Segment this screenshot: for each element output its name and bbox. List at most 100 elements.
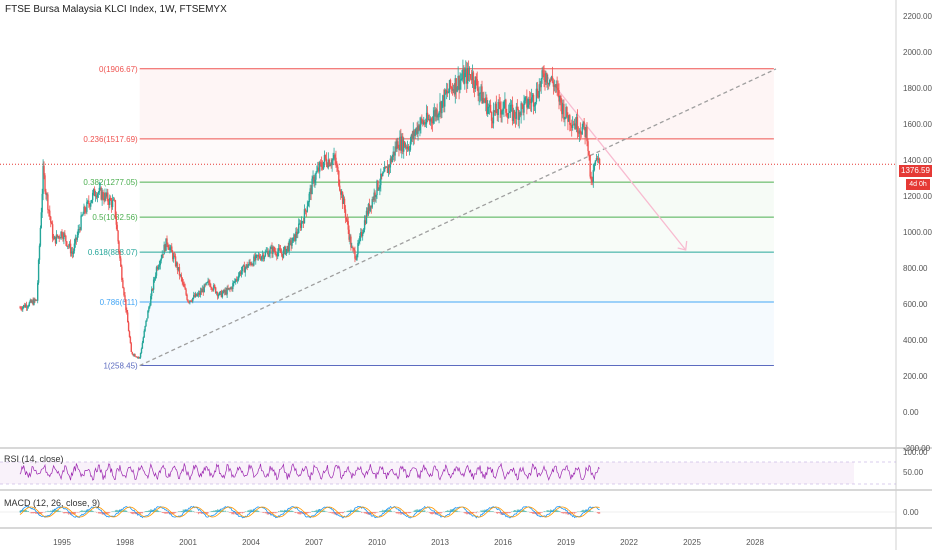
candle-body [163, 244, 165, 255]
macd-histogram-bar [366, 512, 369, 515]
macd-histogram-bar [440, 512, 442, 514]
candle-body [299, 223, 302, 228]
candle-body [587, 141, 589, 152]
candle-body [463, 69, 465, 84]
macd-histogram-bar [559, 511, 561, 512]
candle-body [272, 247, 274, 254]
macd-histogram-bar [198, 512, 201, 514]
candle-body [261, 254, 264, 257]
candle-body [276, 254, 278, 257]
macd-histogram-bar [484, 509, 486, 512]
candle-body [424, 123, 427, 125]
macd-histogram-bar [299, 512, 301, 515]
candle-body [198, 292, 201, 295]
candle-body [305, 210, 308, 212]
time-axis-label: 2010 [368, 538, 386, 547]
candle-body [234, 281, 236, 283]
chart-title: FTSE Bursa Malaysia KLCI Index, 1W, FTSE… [5, 4, 227, 15]
macd-histogram-bar [275, 512, 277, 514]
rsi-label[interactable]: RSI (14, close) [4, 454, 64, 464]
candle-body [34, 299, 36, 301]
candle-body [344, 209, 347, 218]
candle-body [427, 119, 430, 120]
candle-body [479, 93, 481, 94]
macd-histogram-bar [483, 510, 485, 512]
macd-histogram-bar [393, 511, 395, 512]
macd-label[interactable]: MACD (12, 26, close, 9) [4, 498, 101, 508]
candle-body [157, 266, 160, 270]
candle-body [107, 192, 109, 202]
candle-body [419, 125, 421, 131]
candle-body [576, 116, 579, 133]
macd-histogram-bar [167, 512, 169, 514]
macd-histogram-bar [290, 510, 292, 512]
macd-histogram-bar [398, 512, 400, 515]
candle-body [456, 87, 458, 92]
candle-body [287, 245, 289, 252]
candle-body [413, 130, 415, 137]
candle-body [328, 159, 330, 166]
candle-body [403, 141, 405, 152]
macd-histogram-bar [74, 512, 76, 514]
candle-body [584, 127, 586, 137]
macd-histogram-bar [531, 512, 533, 514]
macd-histogram-bar [282, 510, 285, 512]
macd-histogram-bar [333, 512, 335, 515]
macd-histogram-bar [538, 512, 540, 514]
macd-histogram-bar [24, 509, 26, 512]
candle-body [110, 200, 113, 208]
macd-histogram-bar [131, 512, 133, 514]
candle-body [549, 79, 552, 81]
candle-body [512, 110, 515, 121]
macd-axis-label: 0.00 [903, 508, 919, 517]
candle-body [551, 76, 554, 82]
time-axis-label: 2022 [620, 538, 638, 547]
price-axis-label: 1800.00 [903, 84, 932, 93]
macd-histogram-bar [70, 512, 73, 515]
macd-histogram-bar [130, 512, 132, 514]
candle-body [235, 279, 238, 281]
macd-histogram-bar [351, 510, 353, 512]
candle-body [525, 96, 527, 98]
candle-body [313, 176, 315, 184]
candle-body [121, 266, 123, 281]
candle-body [548, 82, 550, 85]
candle-body [31, 300, 33, 303]
macd-histogram-bar [149, 510, 151, 512]
macd-histogram-bar [355, 509, 357, 512]
macd-histogram-bar [508, 512, 510, 513]
macd-histogram-bar [364, 512, 367, 514]
macd-histogram-bar [342, 512, 345, 513]
macd-histogram-bar [67, 512, 69, 514]
candle-body [410, 134, 413, 142]
macd-histogram-bar [523, 510, 525, 512]
macd-histogram-bar [154, 510, 157, 512]
candle-body [585, 127, 587, 137]
macd-histogram-bar [495, 512, 497, 513]
macd-histogram-bar [336, 512, 338, 515]
candle-body [431, 121, 434, 124]
macd-histogram-bar [307, 512, 309, 514]
macd-histogram-bar [384, 510, 386, 512]
candle-body [232, 283, 234, 290]
fib-level-label: 0.618(888.07) [88, 248, 138, 257]
macd-histogram-bar [597, 512, 600, 514]
candle-body [502, 108, 504, 111]
candle-body [580, 133, 582, 135]
price-axis-label: 400.00 [903, 336, 928, 345]
macd-histogram-bar [82, 511, 84, 512]
candle-body [509, 104, 512, 112]
candle-body [508, 113, 510, 118]
candle-body [544, 80, 546, 82]
macd-histogram-bar [441, 512, 443, 513]
candle-body [62, 236, 64, 240]
macd-histogram-bar [506, 512, 508, 514]
candle-body [391, 156, 393, 163]
candle-body [218, 292, 221, 295]
candle-body [377, 180, 379, 190]
candle-body [389, 158, 392, 168]
candle-body [331, 159, 333, 165]
candle-body [78, 229, 80, 230]
projection-arrowhead [677, 240, 688, 251]
